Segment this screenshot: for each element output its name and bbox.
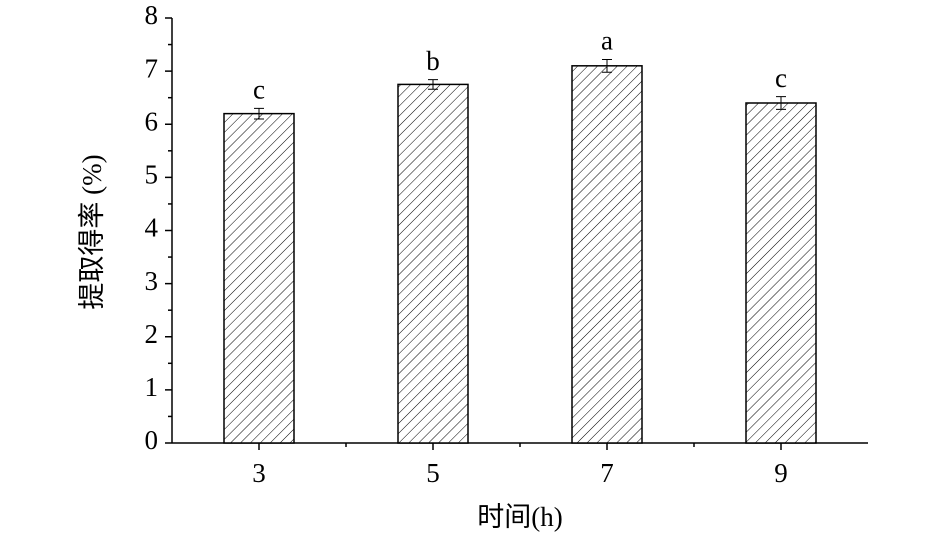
error-bar: [602, 58, 612, 73]
y-tick-label: 3: [145, 266, 159, 296]
y-tick-label: 8: [145, 0, 159, 30]
y-axis-label: 提取得率 (%): [77, 154, 107, 309]
significance-label: c: [775, 63, 787, 93]
significance-label: a: [601, 26, 613, 56]
error-bar: [776, 96, 786, 110]
y-tick-label: 7: [145, 53, 159, 83]
y-tick-label: 6: [145, 106, 159, 136]
x-tick-label: 9: [774, 458, 788, 488]
x-tick-label: 3: [252, 458, 266, 488]
x-tick-label: 7: [600, 458, 614, 488]
bar: [745, 102, 817, 444]
significance-label: c: [253, 75, 265, 105]
x-tick-label: 5: [426, 458, 440, 488]
y-tick-label: 0: [145, 425, 159, 455]
bar: [571, 65, 643, 444]
y-tick-label: 1: [145, 372, 159, 402]
error-bar: [428, 79, 438, 90]
y-tick-label: 4: [145, 213, 159, 243]
bar: [397, 83, 469, 444]
significance-label: b: [426, 46, 440, 76]
bar: [223, 112, 295, 444]
y-tick-label: 2: [145, 319, 159, 349]
y-tick-label: 5: [145, 160, 159, 190]
error-bar: [254, 107, 264, 120]
x-axis-label: 时间(h): [477, 502, 562, 532]
